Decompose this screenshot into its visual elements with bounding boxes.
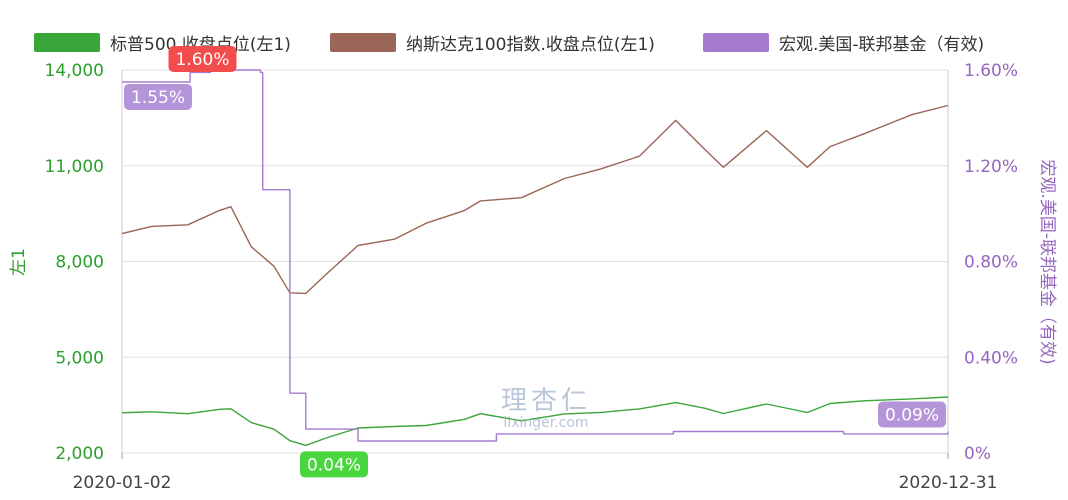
right-tick-label: 0.80%	[964, 253, 1018, 273]
x-tick-label-end: 2020-12-31	[899, 473, 998, 493]
badge-min-label: 0.04%	[307, 455, 361, 475]
legend-swatch-fed	[703, 33, 769, 52]
badge-end-label: 0.09%	[885, 405, 939, 425]
legend-label-nasdaq: 纳斯达克100指数.收盘点位(左1)	[406, 35, 655, 55]
left-tick-label: 5,000	[55, 348, 104, 368]
left-tick-label: 2,000	[55, 444, 104, 464]
legend-swatch-nasdaq	[330, 33, 396, 52]
watermark-sub: lixinger.com	[503, 415, 589, 431]
right-axis-title: 宏观.美国-联邦基金（有效)	[1037, 159, 1057, 364]
badge-max-label: 1.60%	[175, 50, 229, 70]
chart-legend: 标普500.收盘点位(左1) 纳斯达克100指数.收盘点位(左1) 宏观.美国-…	[0, 30, 1068, 58]
legend-label-fed: 宏观.美国-联邦基金（有效)	[779, 35, 985, 55]
watermark: 理杏仁 lixinger.com	[476, 380, 616, 431]
badge-start-label: 1.55%	[131, 88, 185, 108]
left-tick-label: 11,000	[45, 157, 104, 177]
x-tick-label-start: 2020-01-02	[73, 473, 172, 493]
badge-min	[300, 451, 368, 478]
right-tick-label: 0%	[964, 444, 991, 464]
watermark-main: 理杏仁	[500, 386, 591, 416]
series-nasdaq-line	[121, 104, 949, 295]
legend-label-sp500: 标普500.收盘点位(左1)	[110, 35, 291, 55]
series-sp500-line	[121, 396, 949, 447]
left-tick-label: 14,000	[45, 61, 104, 81]
left-tick-label: 8,000	[55, 253, 104, 273]
legend-item-fed[interactable]: 宏观.美国-联邦基金（有效)	[703, 30, 984, 55]
left-axis-title: 左1	[9, 248, 29, 276]
right-tick-label: 1.20%	[964, 157, 1018, 177]
right-tick-label: 1.60%	[964, 61, 1018, 81]
badge-end	[878, 401, 946, 428]
legend-item-sp500[interactable]: 标普500.收盘点位(左1)	[34, 30, 291, 55]
badge-start	[124, 83, 192, 110]
right-tick-label: 0.40%	[964, 348, 1018, 368]
badge-max	[168, 46, 237, 72]
legend-swatch-sp500	[34, 33, 100, 52]
legend-item-nasdaq[interactable]: 纳斯达克100指数.收盘点位(左1)	[330, 30, 655, 55]
